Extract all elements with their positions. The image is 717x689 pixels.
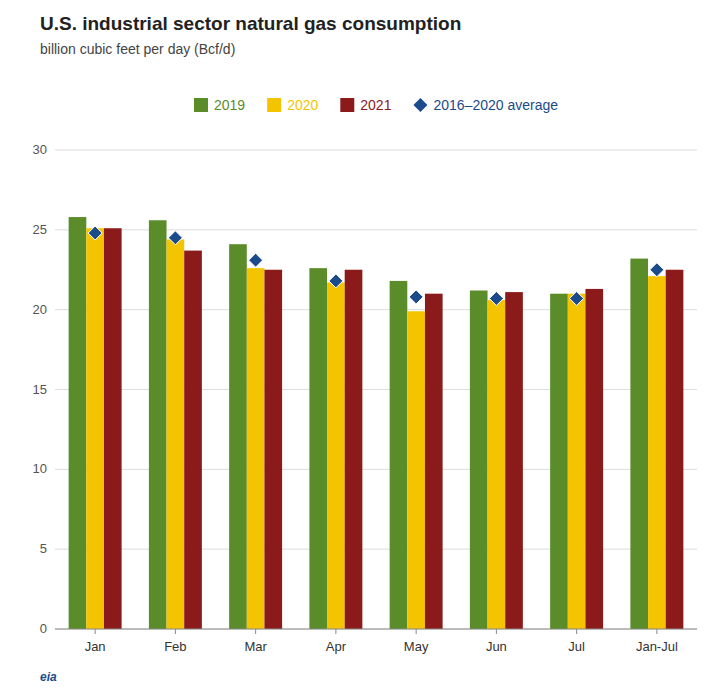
bar <box>327 283 345 629</box>
grid-line <box>55 150 697 151</box>
x-tick-label: Mar <box>244 639 267 654</box>
y-tick-label: 0 <box>40 621 47 636</box>
bar <box>425 294 443 629</box>
x-tick <box>95 629 96 634</box>
bar <box>345 270 363 629</box>
legend-label: 2020 <box>287 97 318 113</box>
x-tick <box>175 629 176 634</box>
y-tick-label: 15 <box>33 382 47 397</box>
legend-swatch <box>194 98 208 112</box>
bar <box>229 244 247 629</box>
bar <box>648 276 666 629</box>
x-tick <box>416 629 417 634</box>
bar <box>407 311 425 629</box>
bar <box>104 228 122 629</box>
bar <box>167 239 185 629</box>
diamond-marker <box>168 231 182 245</box>
y-tick-label: 30 <box>33 142 47 157</box>
legend: 2019 2020 2021 2016–2020 average <box>194 97 558 113</box>
bar <box>86 228 104 629</box>
marks <box>69 217 684 629</box>
x-axis-line <box>55 629 697 630</box>
y-tick-label: 5 <box>40 541 47 556</box>
bar <box>630 259 648 629</box>
chart-svg: U.S. industrial sector natural gas consu… <box>0 0 717 689</box>
x-tick-label: Apr <box>326 639 347 654</box>
y-tick-label: 10 <box>33 461 47 476</box>
bar <box>470 291 488 629</box>
x-tick <box>576 629 577 634</box>
legend-swatch <box>413 98 427 112</box>
x-tick-label: Jan <box>85 639 106 654</box>
x-tick-label: Jan-Jul <box>636 639 678 654</box>
legend-item: 2016–2020 average <box>413 97 558 113</box>
legend-swatch <box>267 98 281 112</box>
y-tick-label: 25 <box>33 222 47 237</box>
title: U.S. industrial sector natural gas consu… <box>40 13 461 34</box>
bar <box>247 268 265 629</box>
legend-swatch <box>340 98 354 112</box>
x-tick <box>496 629 497 634</box>
legend-item: 2021 <box>340 97 391 113</box>
bar <box>264 270 282 629</box>
bar <box>309 268 327 629</box>
bar <box>149 220 167 629</box>
x-tick <box>656 629 657 634</box>
legend-label: 2016–2020 average <box>433 97 558 113</box>
diamond-marker <box>650 263 664 277</box>
x-tick-label: Jun <box>486 639 507 654</box>
bar <box>184 251 202 629</box>
x-tick-label: Feb <box>164 639 186 654</box>
chart-container: U.S. industrial sector natural gas consu… <box>0 0 717 689</box>
bar <box>666 270 684 629</box>
y-tick-label: 20 <box>33 302 47 317</box>
diamond-marker <box>489 291 503 305</box>
legend-label: 2021 <box>360 97 391 113</box>
annotation: eia <box>40 670 57 684</box>
bar <box>568 294 586 629</box>
x-tick <box>255 629 256 634</box>
bar <box>585 289 603 629</box>
diamond-marker <box>570 291 584 305</box>
bar <box>488 300 506 629</box>
bar <box>69 217 87 629</box>
diamond-marker <box>329 274 343 288</box>
diamond-marker <box>88 226 102 240</box>
bar <box>550 294 568 629</box>
legend-item: 2020 <box>267 97 318 113</box>
diamond-marker <box>249 253 263 267</box>
legend-label: 2019 <box>214 97 245 113</box>
bar <box>505 292 523 629</box>
x-tick-label: May <box>404 639 429 654</box>
x-tick-label: Jul <box>568 639 585 654</box>
grid <box>55 150 697 629</box>
diamond-marker <box>409 290 423 304</box>
bar <box>390 281 408 629</box>
x-tick <box>335 629 336 634</box>
grid-line <box>55 629 697 630</box>
legend-item: 2019 <box>194 97 245 113</box>
subtitle: billion cubic feet per day (Bcf/d) <box>40 41 235 57</box>
